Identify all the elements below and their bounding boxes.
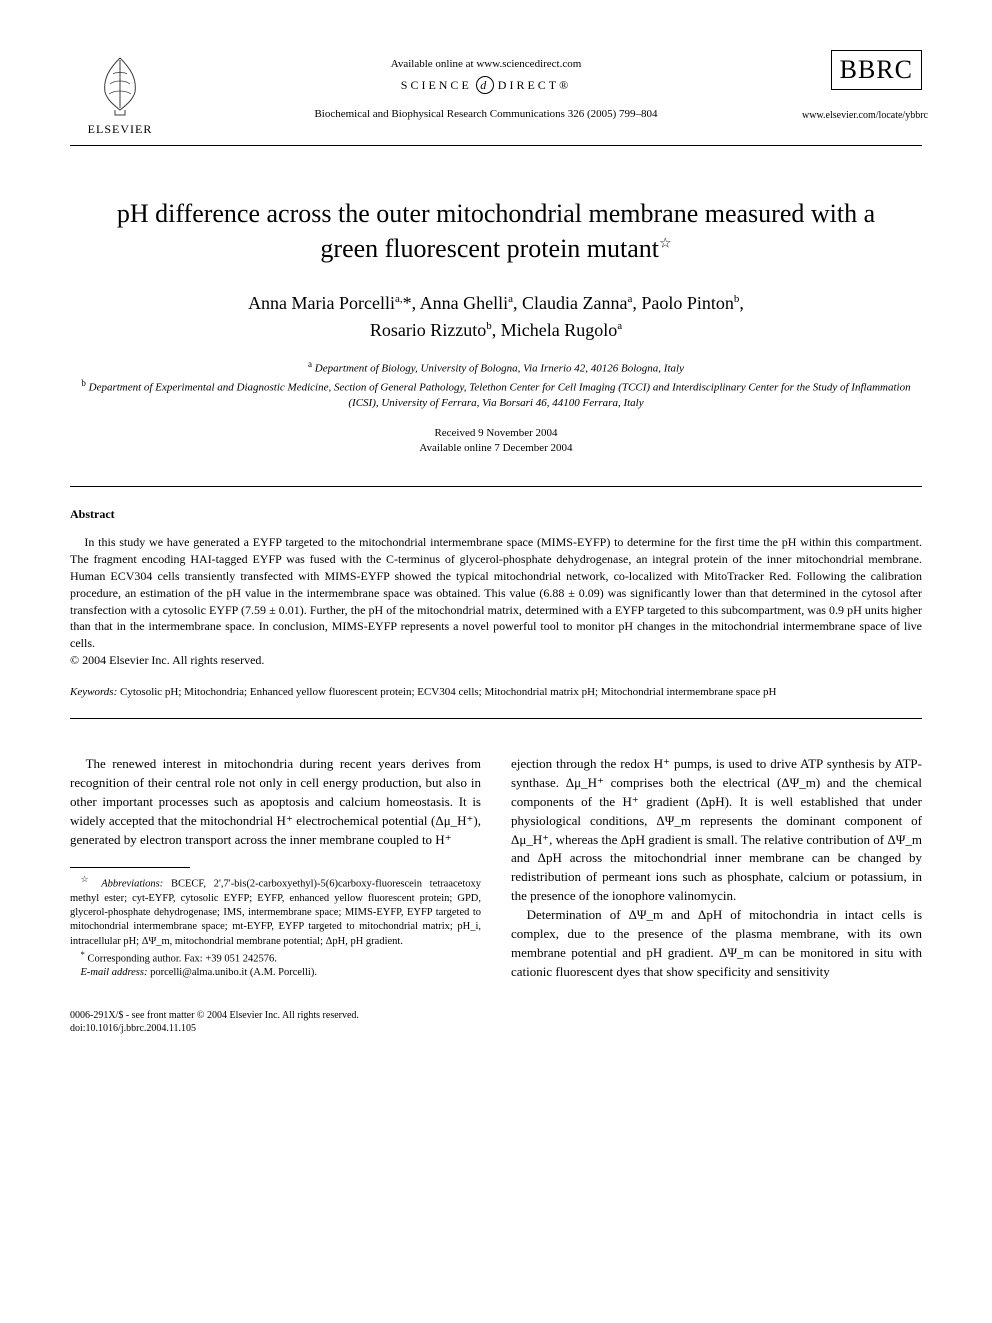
bbrc-logo: BBRC — [831, 50, 922, 90]
body-para-left-1: The renewed interest in mitochondria dur… — [70, 755, 481, 849]
page-header: ELSEVIER Available online at www.science… — [70, 50, 922, 137]
header-rule — [70, 145, 922, 146]
bbrc-url: www.elsevier.com/locate/ybbrc — [802, 110, 922, 121]
keywords-block: Keywords: Cytosolic pH; Mitochondria; En… — [70, 685, 922, 700]
footnote-rule — [70, 867, 190, 868]
footnotes: ☆ Abbreviations: BCECF, 2',7'-bis(2-carb… — [70, 874, 481, 980]
available-online-text: Available online at www.sciencedirect.co… — [391, 58, 582, 70]
affiliation-b: Department of Experimental and Diagnosti… — [89, 382, 911, 409]
keywords-label: Keywords: — [70, 686, 117, 698]
abstract-heading: Abstract — [70, 507, 922, 522]
right-column: ejection through the redox H⁺ pumps, is … — [511, 755, 922, 981]
abbrev-label: Abbreviations: — [101, 879, 163, 890]
center-header: Available online at www.sciencedirect.co… — [170, 50, 802, 120]
footnote-email: E-mail address: porcelli@alma.unibo.it (… — [70, 966, 481, 980]
corresponding-text: Corresponding author. Fax: +39 051 24257… — [88, 953, 277, 964]
abstract-copyright: © 2004 Elsevier Inc. All rights reserved… — [70, 653, 264, 667]
elsevier-label: ELSEVIER — [88, 122, 153, 137]
article-dates: Received 9 November 2004 Available onlin… — [70, 426, 922, 457]
body-para-right-2: Determination of ΔΨ_m and ΔpH of mitocho… — [511, 906, 922, 981]
sd-circle-icon: d — [476, 76, 494, 94]
journal-citation: Biochemical and Biophysical Research Com… — [314, 108, 657, 120]
title-star-icon: ☆ — [659, 236, 672, 251]
affiliations: a Department of Biology, University of B… — [70, 358, 922, 411]
email-suffix: (A.M. Porcelli). — [250, 967, 317, 978]
bottom-meta: 0006-291X/$ - see front matter © 2004 El… — [70, 1009, 922, 1035]
keywords-text: Cytosolic pH; Mitochondria; Enhanced yel… — [120, 686, 776, 698]
abstract-bottom-rule — [70, 718, 922, 719]
body-columns: The renewed interest in mitochondria dur… — [70, 755, 922, 981]
available-date: Available online 7 December 2004 — [70, 441, 922, 456]
abstract-text: In this study we have generated a EYFP t… — [70, 535, 922, 650]
sd-right: DIRECT® — [498, 78, 571, 93]
doi-line: doi:10.1016/j.bbrc.2004.11.105 — [70, 1022, 922, 1035]
author-list: Anna Maria Porcellia,*, Anna Ghellia, Cl… — [70, 290, 922, 344]
abstract-top-rule — [70, 486, 922, 487]
email-label: E-mail address: — [81, 967, 148, 978]
sd-left: SCIENCE — [401, 78, 472, 93]
elsevier-tree-icon — [85, 50, 155, 120]
affiliation-a: Department of Biology, University of Bol… — [315, 363, 684, 375]
article-title: pH difference across the outer mitochond… — [90, 196, 902, 266]
science-direct-logo: SCIENCE d DIRECT® — [401, 76, 571, 94]
title-text: pH difference across the outer mitochond… — [117, 199, 875, 263]
bbrc-block: BBRC www.elsevier.com/locate/ybbrc — [802, 50, 922, 121]
email-link[interactable]: porcelli@alma.unibo.it — [150, 967, 247, 978]
footnote-abbreviations: ☆ Abbreviations: BCECF, 2',7'-bis(2-carb… — [70, 874, 481, 948]
elsevier-logo-block: ELSEVIER — [70, 50, 170, 137]
footnote-corresponding: * Corresponding author. Fax: +39 051 242… — [70, 949, 481, 967]
issn-line: 0006-291X/$ - see front matter © 2004 El… — [70, 1009, 922, 1022]
left-column: The renewed interest in mitochondria dur… — [70, 755, 481, 981]
abstract-body: In this study we have generated a EYFP t… — [70, 534, 922, 668]
received-date: Received 9 November 2004 — [70, 426, 922, 441]
body-para-right-1: ejection through the redox H⁺ pumps, is … — [511, 755, 922, 906]
